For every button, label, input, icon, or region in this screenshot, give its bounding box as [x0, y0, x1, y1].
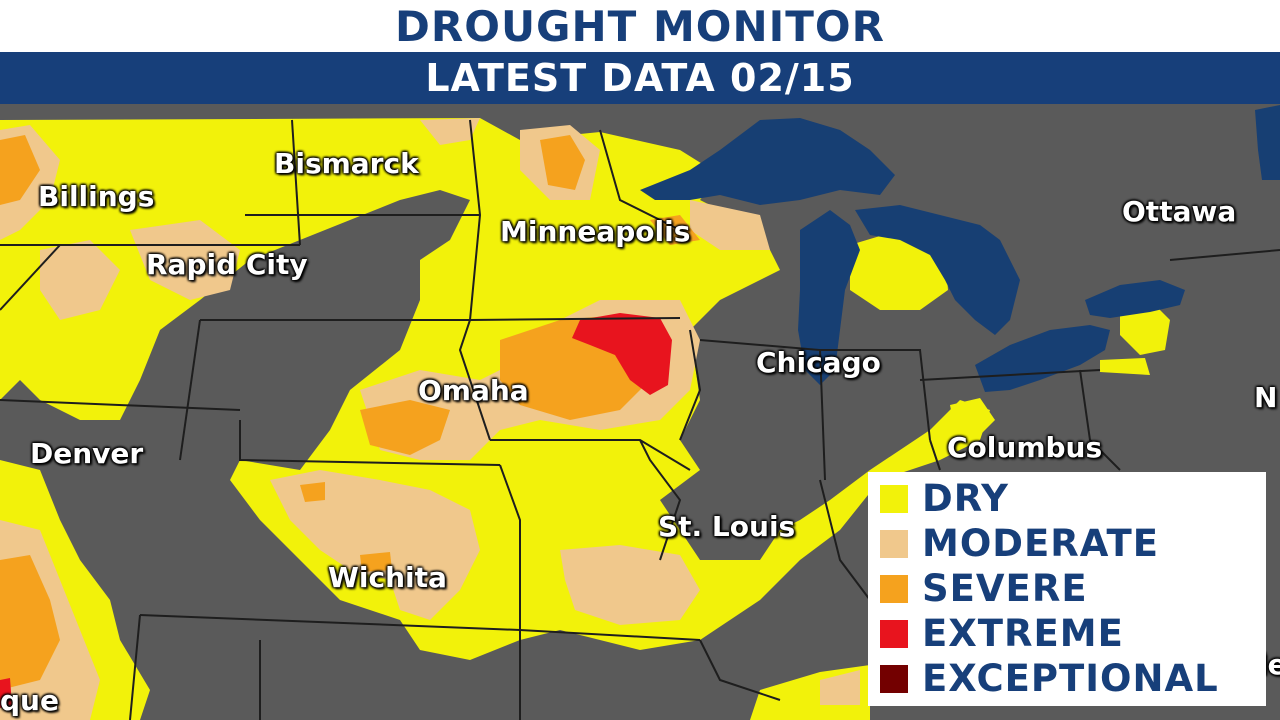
city-label-ottawa: Ottawa [1122, 195, 1237, 228]
city-label-partial-n: N [1254, 381, 1278, 414]
legend-swatch-severe [880, 574, 908, 603]
legend-label-severe: SEVERE [922, 567, 1088, 610]
subtitle-bar: LATEST DATA 02/15 [0, 52, 1280, 104]
legend-swatch-extreme [880, 619, 908, 648]
state-borders [0, 119, 1280, 720]
extreme-areas [0, 313, 672, 708]
city-label-bismarck: Bismarck [274, 147, 419, 180]
city-label-billings: Billings [38, 180, 155, 213]
city-label-chicago: Chicago [756, 346, 881, 379]
legend-label-moderate: MODERATE [922, 522, 1160, 565]
legend-swatch-dry [880, 484, 908, 513]
legend-swatch-moderate [880, 529, 908, 558]
city-label-rapid-city: Rapid City [146, 248, 308, 281]
title-bar: DROUGHT MONITOR [0, 0, 1280, 52]
great-lakes [640, 105, 1280, 392]
legend-item-dry: DRY [868, 476, 1266, 521]
severe-areas [0, 135, 700, 690]
city-label-wichita: Wichita [328, 561, 447, 594]
legend-item-extreme: EXTREME [868, 611, 1266, 656]
legend-item-exceptional: EXCEPTIONAL [868, 656, 1266, 701]
legend-swatch-exceptional [880, 664, 908, 693]
city-label-minneapolis: Minneapolis [500, 215, 691, 248]
city-label-omaha: Omaha [418, 374, 529, 407]
legend-item-severe: SEVERE [868, 566, 1266, 611]
city-label-columbus: Columbus [947, 431, 1103, 464]
map-subtitle: LATEST DATA 02/15 [425, 56, 855, 100]
map-title: DROUGHT MONITOR [395, 1, 885, 51]
city-label-partial-que: que [0, 684, 59, 717]
legend-label-dry: DRY [922, 477, 1009, 520]
legend-label-exceptional: EXCEPTIONAL [922, 657, 1219, 700]
drought-map [0, 104, 1280, 720]
city-label-st-louis: St. Louis [658, 510, 796, 543]
drought-legend: DRY MODERATE SEVERE EXTREME EXCEPTIONAL [868, 472, 1266, 706]
legend-item-moderate: MODERATE [868, 521, 1266, 566]
legend-label-extreme: EXTREME [922, 612, 1124, 655]
city-label-denver: Denver [30, 437, 144, 470]
